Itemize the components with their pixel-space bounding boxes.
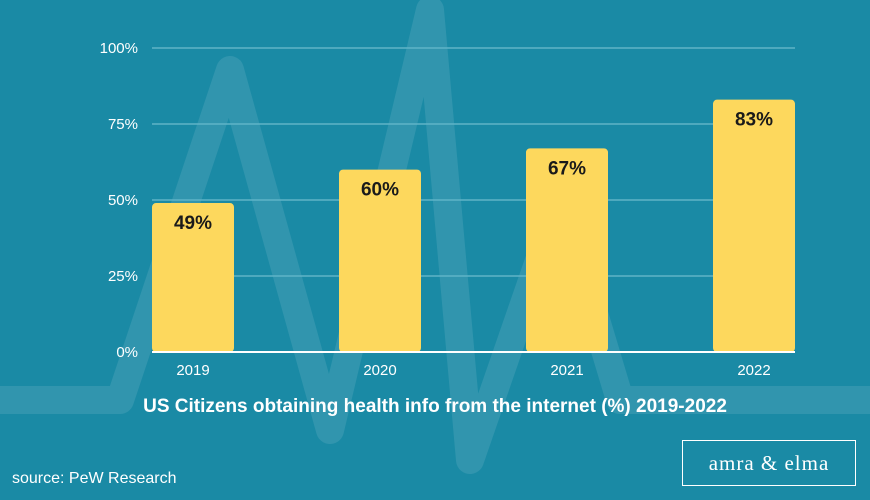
bar-value-label: 83%: [735, 110, 773, 131]
y-tick-label: 100%: [100, 40, 138, 57]
brand-name: amra & elma: [708, 450, 830, 475]
y-tick-label: 0%: [116, 344, 138, 361]
x-tick-label: 2019: [176, 362, 209, 379]
bar-value-label: 60%: [361, 180, 399, 201]
x-tick-label: 2020: [363, 362, 396, 379]
bar: [526, 148, 608, 352]
chart-title: US Citizens obtaining health info from t…: [143, 396, 727, 417]
y-tick-label: 25%: [108, 268, 138, 285]
y-tick-label: 50%: [108, 192, 138, 209]
x-tick-label: 2022: [737, 362, 770, 379]
bar-value-label: 49%: [174, 213, 212, 234]
bar: [152, 203, 234, 352]
source-note: source: PeW Research: [12, 470, 177, 487]
x-tick-label: 2021: [550, 362, 583, 379]
bar: [339, 169, 421, 352]
y-tick-label: 75%: [108, 116, 138, 133]
bar: [713, 99, 795, 353]
brand-logo: amra & elma: [682, 440, 856, 486]
bar-value-label: 67%: [548, 158, 586, 179]
